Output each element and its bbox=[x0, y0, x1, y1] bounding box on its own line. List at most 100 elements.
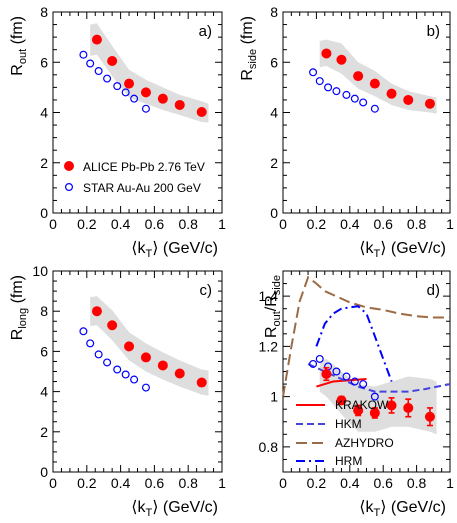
star-point bbox=[103, 74, 112, 83]
legend-label: HRM bbox=[335, 454, 362, 468]
star-point bbox=[113, 82, 122, 91]
x-tick-label: 0.2 bbox=[77, 216, 97, 232]
star-point bbox=[370, 104, 379, 113]
star-point bbox=[342, 372, 351, 381]
star-point bbox=[359, 380, 368, 389]
star-point bbox=[332, 87, 341, 96]
x-axis-label: ⟨kT⟩ (GeV/c) bbox=[359, 499, 446, 519]
alice-point bbox=[424, 411, 435, 422]
x-axis-label-sub: T bbox=[145, 248, 152, 260]
y-axis-label: Rout (fm) bbox=[9, 16, 29, 76]
x-tick-label: 0.4 bbox=[340, 216, 360, 232]
y-tick-label: 0 bbox=[40, 205, 48, 221]
x-axis-label-part: ⟨k bbox=[131, 499, 146, 516]
model-curve-azhydro bbox=[282, 275, 450, 397]
y-tick-label: 2 bbox=[270, 155, 278, 171]
alice-point bbox=[321, 369, 332, 380]
x-axis-label-part: ⟨k bbox=[131, 240, 146, 257]
panel-a: 0 0.2 0.4 0.6 0.8 1 0 2 4 6 8 ⟨kT⟩ (GeV/c) Rout (fm)… bbox=[9, 4, 226, 260]
alice-point bbox=[386, 88, 397, 99]
panel-label: a) bbox=[199, 23, 212, 40]
star-point bbox=[350, 94, 359, 103]
x-tick-label: 1 bbox=[218, 475, 226, 491]
x-tick-label: 1 bbox=[218, 216, 226, 232]
star-point bbox=[94, 350, 103, 359]
alice-point bbox=[336, 395, 347, 406]
alice-point bbox=[91, 306, 102, 317]
legend-label: KRAKOW bbox=[335, 398, 389, 412]
systematic-band bbox=[90, 296, 209, 396]
legend-label: HKM bbox=[335, 417, 362, 431]
y-tick-label: 4 bbox=[40, 384, 48, 400]
y-tick-label: 8 bbox=[40, 4, 48, 20]
legend-marker-star bbox=[64, 183, 73, 192]
alice-point bbox=[369, 78, 380, 89]
y-axis-label-part: /R bbox=[263, 295, 280, 311]
x-axis-label-part: ⟩ (GeV/c) bbox=[152, 240, 218, 257]
panel-label: c) bbox=[200, 282, 213, 299]
y-tick-label: 0 bbox=[40, 464, 48, 480]
star-point bbox=[332, 367, 341, 376]
star-point bbox=[141, 104, 150, 113]
y-axis-label: Rside (fm) bbox=[239, 16, 259, 81]
star-point bbox=[370, 392, 379, 401]
x-tick-label: 0.8 bbox=[178, 216, 198, 232]
y-axis-label-part: R bbox=[9, 64, 26, 76]
star-point bbox=[141, 383, 150, 392]
alice-point bbox=[91, 34, 102, 45]
alice-point bbox=[321, 48, 332, 59]
x-axis-label-sub: T bbox=[145, 507, 152, 519]
y-axis-label-part: R bbox=[263, 326, 280, 338]
legend: KRAKOW HKM AZHYDRO HRM bbox=[296, 398, 394, 468]
star-point bbox=[113, 365, 122, 374]
alice-point bbox=[107, 320, 118, 331]
legend-label: ALICE Pb-Pb 2.76 TeV bbox=[83, 160, 205, 174]
y-axis-label: Rout/Rside bbox=[263, 275, 283, 338]
alice-point bbox=[336, 54, 347, 65]
panel-d: 0 0.2 0.4 0.6 0.8 1 0.8 1 1.2 1.4 ⟨kT⟩ (GeV/c) Rout… bbox=[259, 270, 454, 519]
y-axis-label-sub: out bbox=[271, 311, 283, 326]
star-point bbox=[79, 327, 88, 336]
alice-point bbox=[196, 377, 207, 388]
x-tick-label: 1 bbox=[446, 216, 454, 232]
star-point bbox=[103, 358, 112, 367]
star-point bbox=[342, 90, 351, 99]
alice-point bbox=[403, 94, 414, 105]
legend-marker-alice bbox=[64, 161, 74, 171]
y-tick-label: 6 bbox=[40, 343, 48, 359]
y-axis-label-part: (fm) bbox=[239, 16, 256, 49]
systematic-band bbox=[90, 23, 209, 123]
alice-point bbox=[353, 71, 364, 82]
y-tick-label: 2 bbox=[40, 155, 48, 171]
star-point bbox=[130, 94, 139, 103]
x-axis-label-part: ⟩ (GeV/c) bbox=[380, 240, 446, 257]
y-axis-label-part: R bbox=[9, 329, 26, 341]
axes-frame bbox=[282, 11, 451, 214]
x-tick-label: 0.2 bbox=[307, 475, 327, 491]
alice-point bbox=[196, 106, 207, 117]
x-axis-label: ⟨kT⟩ (GeV/c) bbox=[359, 240, 446, 260]
star-point bbox=[324, 83, 333, 92]
y-axis-label-part: (fm) bbox=[9, 16, 26, 49]
alice-point bbox=[124, 341, 135, 352]
x-axis-label-part: ⟩ (GeV/c) bbox=[152, 499, 218, 516]
legend-label: STAR Au-Au 200 GeV bbox=[83, 181, 201, 195]
y-axis-label-part: (fm) bbox=[9, 275, 26, 308]
alice-point bbox=[369, 407, 380, 418]
y-tick-label: 0 bbox=[270, 205, 278, 221]
star-point bbox=[130, 375, 139, 384]
y-tick-label: 1 bbox=[270, 389, 278, 405]
alice-point bbox=[140, 352, 151, 363]
x-tick-label: 0.6 bbox=[145, 216, 165, 232]
alice-point bbox=[174, 99, 185, 110]
x-tick-label: 1 bbox=[446, 475, 454, 491]
y-axis-label-sub: out bbox=[17, 49, 29, 64]
alice-point bbox=[386, 400, 397, 411]
x-axis-label: ⟨kT⟩ (GeV/c) bbox=[131, 499, 218, 519]
panel-label: b) bbox=[427, 23, 440, 40]
alice-point bbox=[174, 368, 185, 379]
alice-point bbox=[157, 93, 168, 104]
x-tick-label: 0 bbox=[279, 475, 287, 491]
